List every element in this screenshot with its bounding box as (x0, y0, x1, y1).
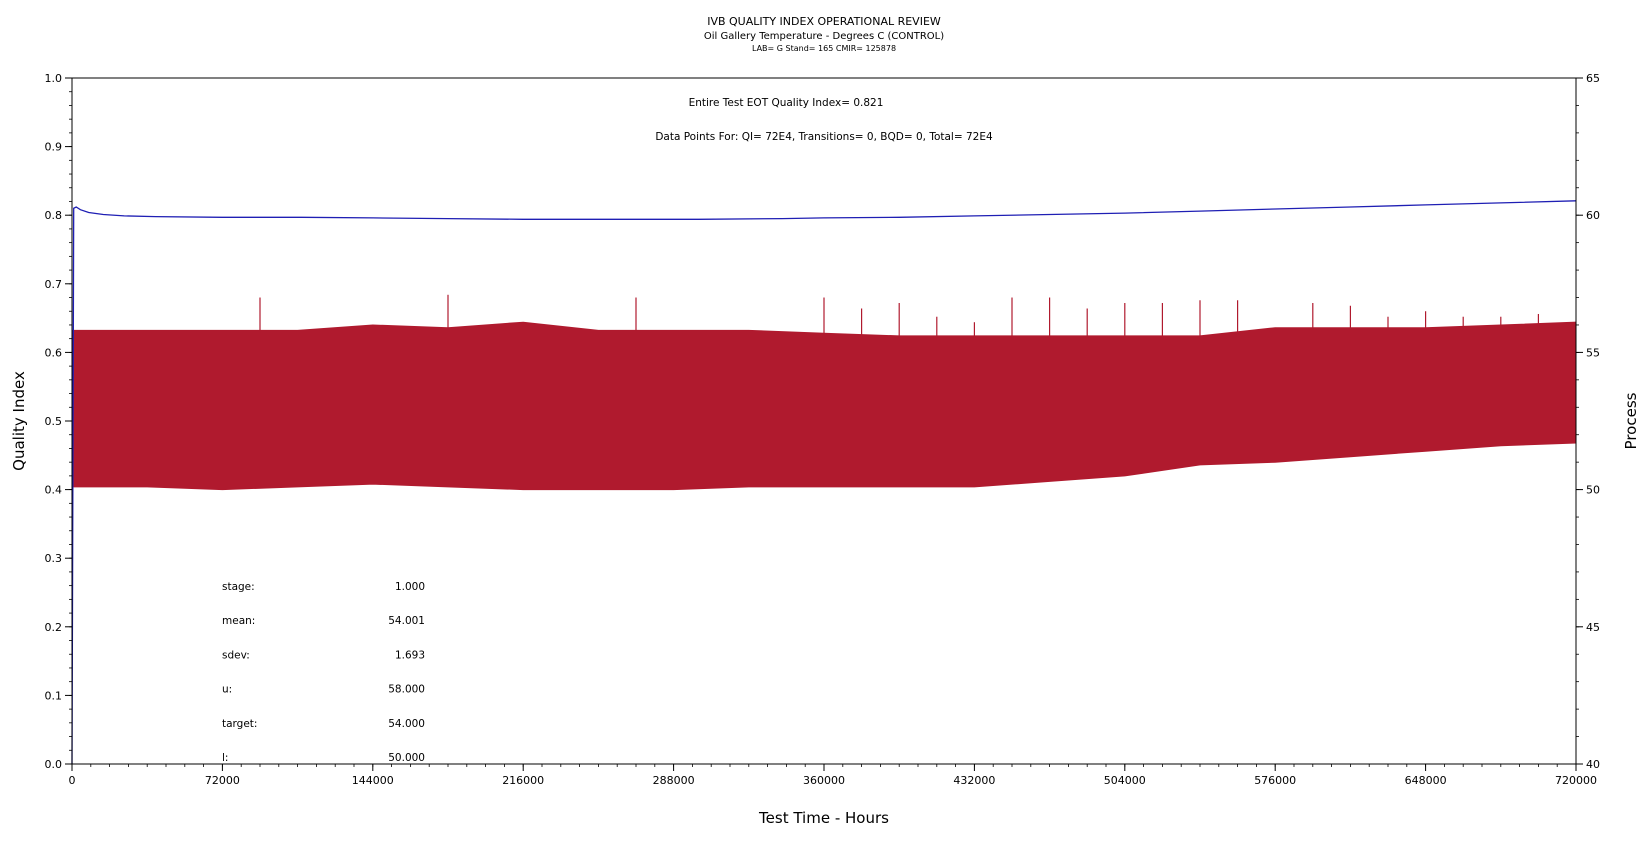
stat-value: 54.000 (388, 718, 425, 730)
process-band (71, 321, 1577, 491)
chart-subtitle-small: LAB= G Stand= 165 CMIR= 125878 (752, 44, 896, 53)
stat-label: u: (222, 684, 232, 696)
y-tick-label: 0.7 (45, 278, 63, 291)
x-tick-label: 360000 (803, 774, 845, 787)
quality-index-line (71, 200, 1577, 765)
y-tick-label: 0.1 (45, 689, 63, 702)
stats-layer: stage: 1.000 mean: 54.001 sdev: 1.693 u: 58.000… (222, 581, 425, 764)
y-tick-label: 0.2 (45, 621, 63, 634)
stat-label: sdev: (222, 649, 250, 661)
chart-title: IVB QUALITY INDEX OPERATIONAL REVIEW (707, 15, 941, 28)
x-tick-label: 216000 (502, 774, 544, 787)
stat-label: target: (222, 718, 257, 730)
stat-value: 50.000 (388, 752, 425, 764)
y-tick-label: 0.9 (45, 141, 63, 154)
y2-tick-label: 65 (1586, 72, 1600, 85)
y2-tick-label: 40 (1586, 758, 1600, 771)
chart-subtitle: Oil Gallery Temperature - Degrees C (CON… (704, 31, 944, 42)
y2-tick-label: 60 (1586, 209, 1600, 222)
x-tick-label: 648000 (1405, 774, 1447, 787)
x-tick-label: 576000 (1254, 774, 1296, 787)
plot-layer (71, 200, 1577, 765)
y-axis-title: Quality Index (10, 371, 28, 471)
points-annotation: Data Points For: QI= 72E4, Transitions= … (655, 131, 993, 143)
x-tick-label: 288000 (653, 774, 695, 787)
y2-tick-label: 50 (1586, 484, 1600, 497)
x-tick-label: 720000 (1555, 774, 1597, 787)
axes-layer: 0 72000 144000 216000 288000 360000 432000 5040… (45, 72, 1601, 787)
y-tick-label: 0.3 (45, 552, 63, 565)
y-tick-label: 0.0 (45, 758, 63, 771)
stat-value: 54.001 (388, 615, 425, 627)
y2-axis-title: Process (1622, 392, 1640, 449)
y-tick-label: 0.5 (45, 415, 63, 428)
x-tick-label: 504000 (1104, 774, 1146, 787)
x-tick-label: 0 (69, 774, 76, 787)
qi-annotation: Entire Test EOT Quality Index= 0.821 (689, 97, 884, 109)
y-tick-label: 1.0 (45, 72, 63, 85)
y2-tick-label: 55 (1586, 346, 1600, 359)
y-tick-label: 0.4 (45, 484, 63, 497)
stat-label: l: (222, 752, 228, 764)
y-tick-label: 0.8 (45, 209, 63, 222)
stat-value: 58.000 (388, 684, 425, 696)
y-tick-label: 0.6 (45, 346, 63, 359)
stat-label: stage: (222, 581, 255, 593)
y2-tick-label: 45 (1586, 621, 1600, 634)
x-tick-label: 72000 (205, 774, 240, 787)
stat-label: mean: (222, 615, 255, 627)
x-tick-label: 432000 (953, 774, 995, 787)
stat-value: 1.000 (395, 581, 425, 593)
x-tick-label: 144000 (352, 774, 394, 787)
x-axis-title: Test Time - Hours (758, 809, 889, 827)
stat-value: 1.693 (395, 649, 425, 661)
